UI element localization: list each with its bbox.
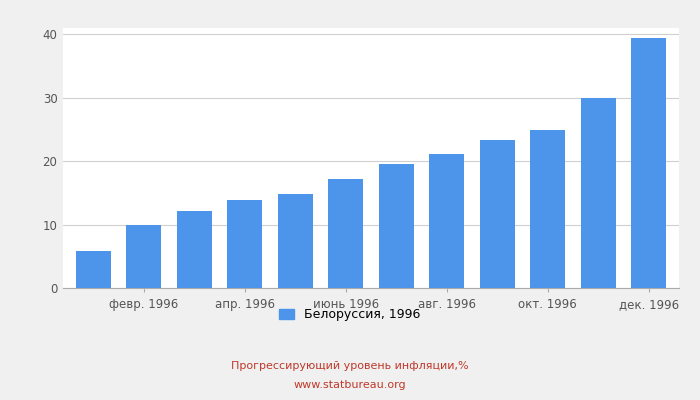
Bar	[176, 211, 212, 288]
Text: www.statbureau.org: www.statbureau.org	[294, 380, 406, 390]
Bar	[530, 130, 566, 288]
Bar	[126, 225, 162, 288]
Bar	[379, 164, 414, 288]
Legend: Белоруссия, 1996: Белоруссия, 1996	[279, 308, 421, 321]
Bar	[480, 140, 515, 288]
Bar	[631, 38, 666, 288]
Bar	[76, 250, 111, 288]
Bar	[328, 179, 363, 288]
Bar	[429, 154, 464, 288]
Bar	[580, 98, 616, 288]
Bar	[278, 194, 313, 288]
Text: Прогрессирующий уровень инфляции,%: Прогрессирующий уровень инфляции,%	[231, 361, 469, 371]
Bar	[227, 200, 262, 288]
